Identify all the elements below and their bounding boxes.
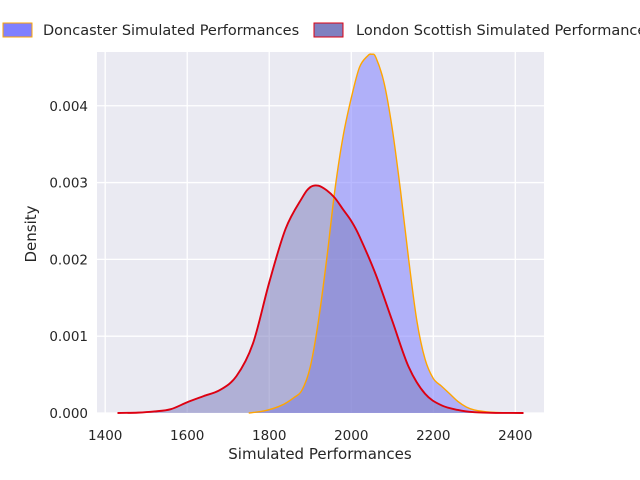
legend-label-london-scottish: London Scottish Simulated Performances <box>356 23 640 39</box>
grid-lines <box>97 52 544 414</box>
y-tick-label: 0.000 <box>49 406 88 422</box>
x-tick-label: 2200 <box>416 428 450 444</box>
series-layer <box>117 53 524 414</box>
x-tick-label: 1600 <box>170 428 204 444</box>
y-tick-label: 0.001 <box>49 329 88 345</box>
london-scottish-density-line <box>117 184 524 414</box>
y-axis-label: Density <box>22 205 40 262</box>
legend-swatch-london-scottish <box>313 22 344 38</box>
legend-swatch-doncaster <box>2 22 33 38</box>
y-tick-label: 0.002 <box>49 252 88 268</box>
london-scottish-density-area <box>117 185 524 413</box>
x-axis-ticks: 1400 1600 1800 2000 2200 2400 <box>88 428 532 444</box>
doncaster-density-line <box>248 53 524 414</box>
y-tick-label: 0.004 <box>49 99 88 115</box>
doncaster-density-area <box>248 54 524 414</box>
y-axis-ticks: 0.000 0.001 0.002 0.003 0.004 <box>49 99 88 422</box>
x-axis-label: Simulated Performances <box>228 445 412 463</box>
x-tick-label: 2400 <box>498 428 532 444</box>
x-tick-label: 1800 <box>252 428 286 444</box>
y-tick-label: 0.003 <box>49 176 88 192</box>
x-tick-label: 2000 <box>334 428 368 444</box>
x-tick-label: 1400 <box>88 428 122 444</box>
legend-label-doncaster: Doncaster Simulated Performances <box>43 23 299 39</box>
legend: Doncaster Simulated Performances London … <box>2 22 640 39</box>
